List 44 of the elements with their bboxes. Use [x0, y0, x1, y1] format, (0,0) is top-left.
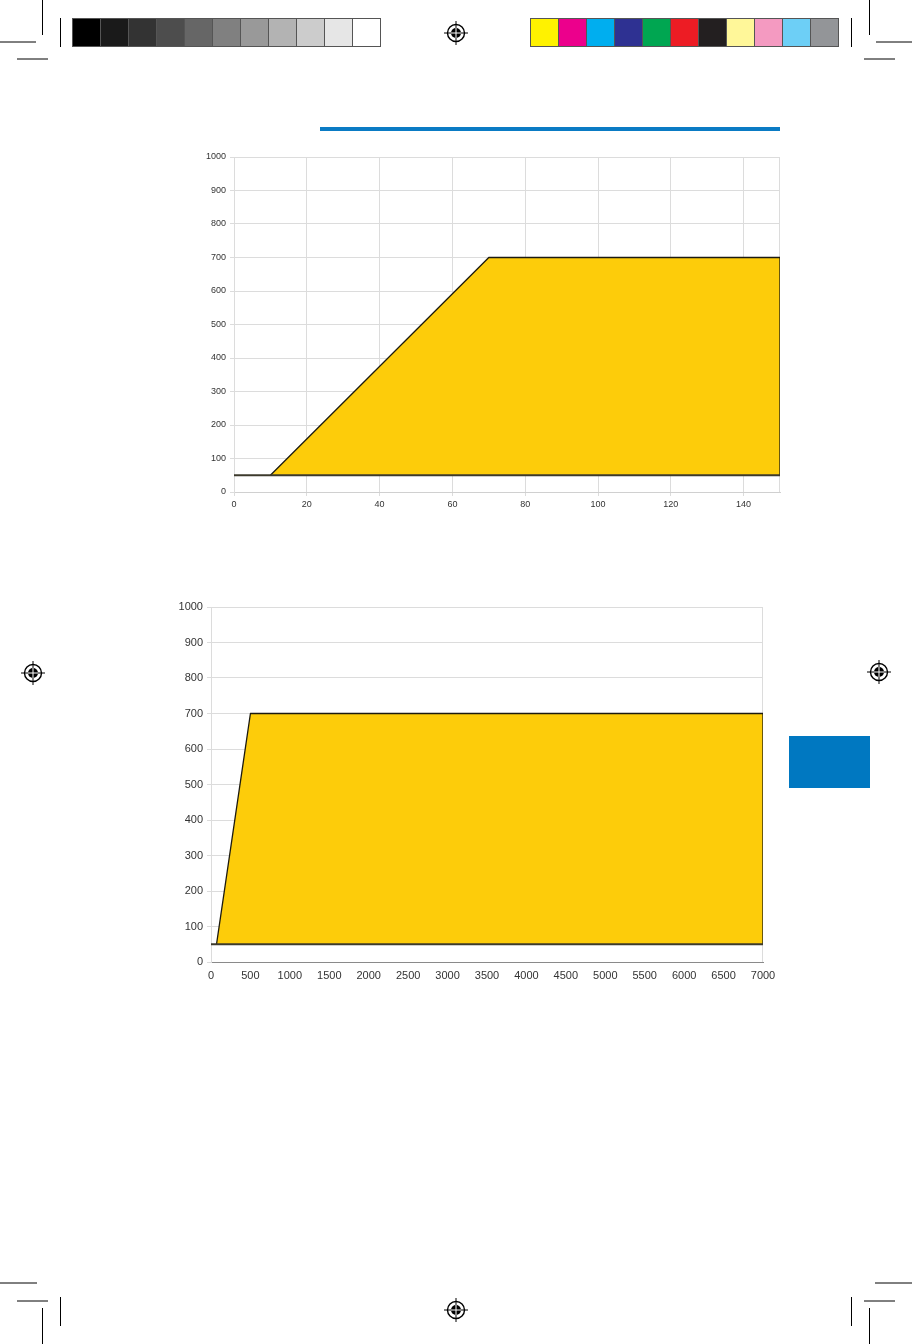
x-tick-label: 100 [590, 498, 606, 509]
y-tick-label: 700 [184, 706, 203, 719]
y-tick-label: 100 [210, 452, 226, 463]
x-tick-label: 3500 [474, 968, 500, 981]
x-tick-label: 0 [231, 498, 237, 509]
y-tick-label: 900 [210, 184, 226, 195]
x-tick-label: 2500 [395, 968, 421, 981]
x-tick-label: 140 [736, 498, 752, 509]
y-tick-label: 0 [196, 955, 203, 968]
y-tick-label: 300 [184, 848, 203, 861]
x-tick-label: 1500 [317, 968, 342, 981]
y-tick-label: 200 [210, 419, 226, 430]
y-tick-label: 100 [184, 919, 203, 932]
x-tick-label: 60 [447, 498, 458, 509]
x-tick-label: 3000 [435, 968, 460, 981]
y-tick-label: 1000 [178, 600, 203, 613]
x-tick-label: 5500 [632, 968, 657, 981]
y-tick-label: 800 [184, 671, 203, 684]
x-tick-label: 5000 [593, 968, 618, 981]
x-tick-label: 120 [663, 498, 679, 509]
y-tick-label: 400 [210, 352, 226, 363]
y-tick-label: 0 [220, 486, 226, 497]
y-tick-label: 500 [184, 777, 203, 790]
y-tick-label: 300 [210, 385, 226, 396]
x-tick-label: 1000 [277, 968, 303, 981]
y-tick-label: 600 [184, 742, 203, 755]
x-tick-label: 4000 [514, 968, 539, 981]
x-tick-label: 80 [520, 498, 531, 509]
x-tick-label: 4500 [553, 968, 579, 981]
y-tick-label: 600 [210, 285, 226, 296]
x-tick-label: 500 [241, 968, 260, 981]
x-tick-label: 40 [374, 498, 385, 509]
y-tick-label: 700 [210, 251, 226, 262]
y-tick-label: 200 [184, 884, 203, 897]
x-tick-label: 6000 [671, 968, 697, 981]
x-tick-label: 6500 [711, 968, 736, 981]
y-tick-label: 400 [184, 813, 203, 826]
x-tick-label: 7000 [750, 968, 776, 981]
x-tick-label: 20 [301, 498, 312, 509]
y-tick-label: 500 [210, 318, 226, 329]
y-tick-label: 1000 [205, 151, 226, 162]
y-tick-label: 900 [184, 635, 203, 648]
y-tick-label: 800 [210, 218, 226, 229]
x-tick-label: 2000 [356, 968, 381, 981]
